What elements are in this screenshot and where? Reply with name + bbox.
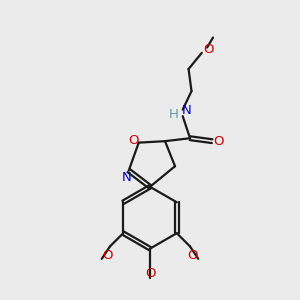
Text: O: O [145,267,155,280]
Text: O: O [103,249,113,262]
Text: O: O [203,44,214,56]
Text: O: O [128,134,139,147]
Text: O: O [187,249,197,262]
Text: N: N [181,104,191,117]
Text: N: N [122,171,132,184]
Text: O: O [213,135,224,148]
Text: H: H [168,108,178,121]
